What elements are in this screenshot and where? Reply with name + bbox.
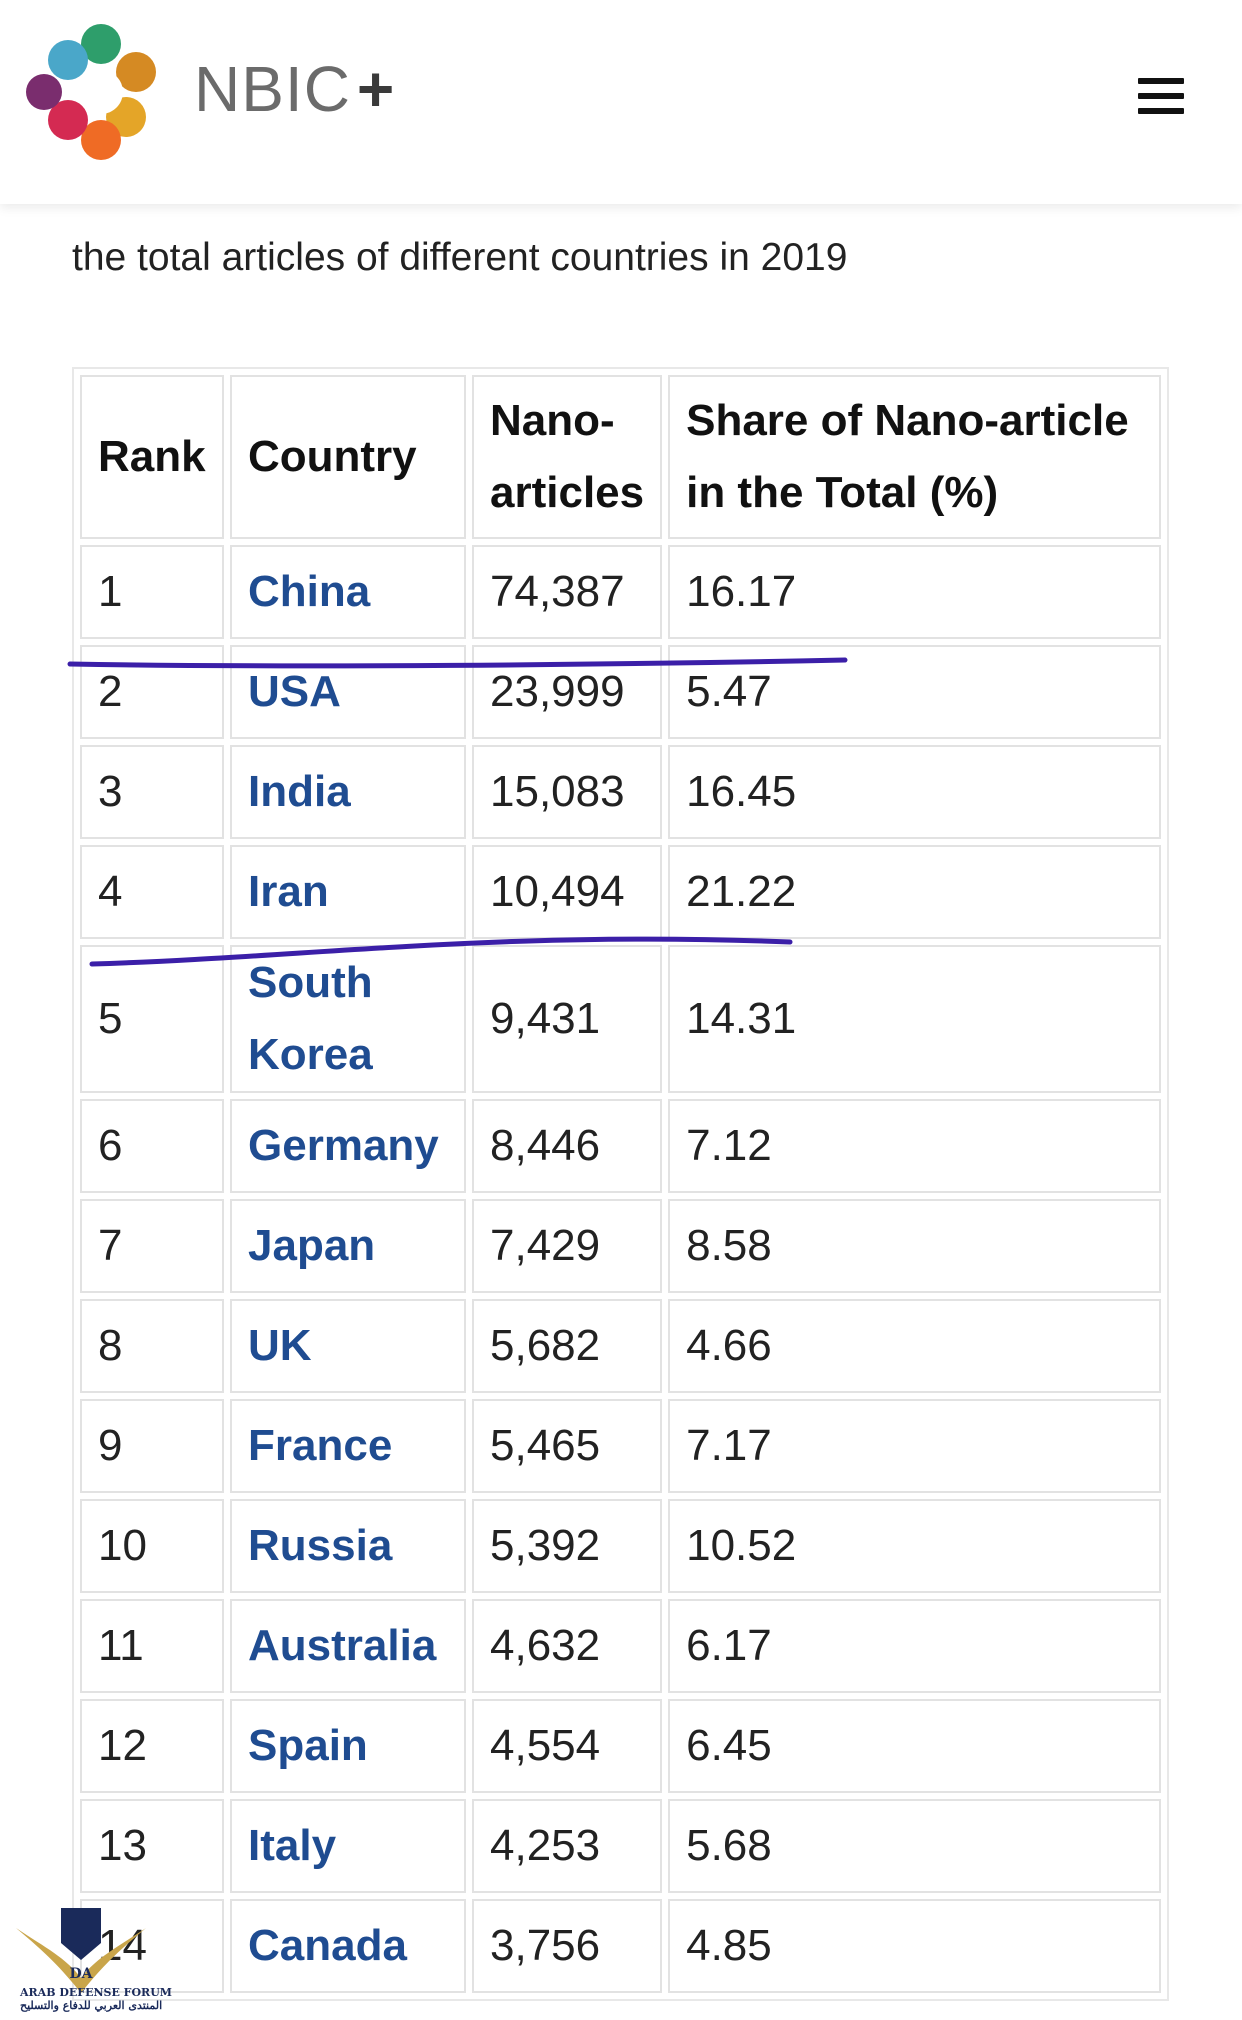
rank-cell: 4 [80,845,224,939]
table-row: 8 UK 5,682 4.66 [80,1299,1161,1393]
country-link[interactable]: Spain [248,1721,368,1770]
table-row: 2 USA 23,999 5.47 [80,645,1161,739]
rank-cell: 8 [80,1299,224,1393]
country-cell: Iran [230,845,466,939]
country-cell: India [230,745,466,839]
articles-cell: 3,756 [472,1899,663,1993]
articles-cell: 4,632 [472,1599,663,1693]
table-row: 3 India 15,083 16.45 [80,745,1161,839]
country-cell: Germany [230,1099,466,1193]
header-articles: Nano-articles [472,375,663,539]
articles-cell: 15,083 [472,745,663,839]
table-header-row: Rank Country Nano-articles Share of Nano… [80,375,1161,539]
share-cell: 21.22 [668,845,1161,939]
country-link[interactable]: South Korea [248,958,373,1079]
country-link[interactable]: Germany [248,1121,439,1170]
header-share: Share of Nano-article in the Total (%) [668,375,1161,539]
country-cell: France [230,1399,466,1493]
rank-cell: 13 [80,1799,224,1893]
country-cell: China [230,545,466,639]
country-cell: USA [230,645,466,739]
articles-cell: 5,682 [472,1299,663,1393]
articles-cell: 8,446 [472,1099,663,1193]
country-link[interactable]: Iran [248,867,329,916]
country-cell: Canada [230,1899,466,1993]
share-cell: 4.85 [668,1899,1161,1993]
country-link[interactable]: China [248,567,371,616]
rank-cell: 5 [80,945,224,1093]
share-cell: 16.45 [668,745,1161,839]
articles-cell: 5,465 [472,1399,663,1493]
country-cell: UK [230,1299,466,1393]
country-cell: Spain [230,1699,466,1793]
rank-cell: 9 [80,1399,224,1493]
rank-cell: 12 [80,1699,224,1793]
table-row: 4 Iran 10,494 21.22 [80,845,1161,939]
articles-cell: 23,999 [472,645,663,739]
watermark-text: ARAB DEFENSE FORUM المنتدى العربي للدفاع … [20,1986,172,2012]
share-cell: 7.12 [668,1099,1161,1193]
table-row: 11 Australia 4,632 6.17 [80,1599,1161,1693]
country-link[interactable]: Japan [248,1221,376,1270]
articles-cell: 7,429 [472,1199,663,1293]
share-cell: 8.58 [668,1199,1161,1293]
brand-name[interactable]: NBIC+ [194,53,396,125]
table-caption: the total articles of different countrie… [72,236,848,279]
rank-cell: 7 [80,1199,224,1293]
country-link[interactable]: USA [248,667,341,716]
share-cell: 5.68 [668,1799,1161,1893]
share-cell: 14.31 [668,945,1161,1093]
articles-cell: 4,253 [472,1799,663,1893]
articles-cell: 9,431 [472,945,663,1093]
table-row: 6 Germany 8,446 7.12 [80,1099,1161,1193]
articles-table: Rank Country Nano-articles Share of Nano… [72,367,1169,2001]
share-cell: 16.17 [668,545,1161,639]
watermark-logo-icon: DA [16,1908,146,1993]
country-link[interactable]: Russia [248,1521,393,1570]
country-link[interactable]: Italy [248,1821,337,1870]
country-link[interactable]: Canada [248,1921,407,1970]
country-cell: Australia [230,1599,466,1693]
country-cell: Japan [230,1199,466,1293]
table-row: 5 South Korea 9,431 14.31 [80,945,1161,1093]
share-cell: 7.17 [668,1399,1161,1493]
country-link[interactable]: UK [248,1321,312,1370]
country-cell: Italy [230,1799,466,1893]
share-cell: 6.45 [668,1699,1161,1793]
table-row: 10 Russia 5,392 10.52 [80,1499,1161,1593]
country-link[interactable]: Australia [248,1621,437,1670]
rank-cell: 3 [80,745,224,839]
country-cell: South Korea [230,945,466,1093]
svg-text:DA: DA [69,1966,93,1982]
rank-cell: 2 [80,645,224,739]
rank-cell: 11 [80,1599,224,1693]
table-row: 12 Spain 4,554 6.45 [80,1699,1161,1793]
share-cell: 10.52 [668,1499,1161,1593]
country-link[interactable]: France [248,1421,393,1470]
share-cell: 4.66 [668,1299,1161,1393]
site-header: NBIC+ [0,0,1242,204]
table-row: 13 Italy 4,253 5.68 [80,1799,1161,1893]
country-cell: Russia [230,1499,466,1593]
share-cell: 6.17 [668,1599,1161,1693]
country-link[interactable]: India [248,767,351,816]
hamburger-icon[interactable] [1138,78,1184,118]
articles-cell: 5,392 [472,1499,663,1593]
articles-cell: 4,554 [472,1699,663,1793]
table-row: 9 France 5,465 7.17 [80,1399,1161,1493]
rank-cell: 10 [80,1499,224,1593]
nbic-logo-icon[interactable] [26,22,176,162]
header-rank: Rank [80,375,224,539]
table-row: 7 Japan 7,429 8.58 [80,1199,1161,1293]
share-cell: 5.47 [668,645,1161,739]
articles-cell: 10,494 [472,845,663,939]
header-country: Country [230,375,466,539]
articles-cell: 74,387 [472,545,663,639]
table-row: 1 China 74,387 16.17 [80,545,1161,639]
rank-cell: 1 [80,545,224,639]
rank-cell: 6 [80,1099,224,1193]
